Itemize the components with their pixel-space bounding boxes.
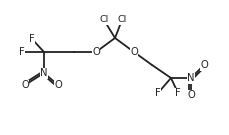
Text: O: O: [130, 47, 137, 57]
Text: O: O: [186, 90, 194, 100]
Text: N: N: [186, 73, 194, 83]
Text: F: F: [174, 88, 180, 98]
Text: F: F: [154, 88, 160, 98]
Text: O: O: [199, 60, 207, 70]
Text: F: F: [19, 47, 25, 57]
Text: O: O: [92, 47, 99, 57]
Text: F: F: [29, 34, 35, 44]
Text: Cl: Cl: [99, 16, 108, 24]
Text: Cl: Cl: [117, 16, 126, 24]
Text: N: N: [40, 68, 48, 78]
Text: O: O: [21, 80, 29, 90]
Text: O: O: [54, 80, 62, 90]
